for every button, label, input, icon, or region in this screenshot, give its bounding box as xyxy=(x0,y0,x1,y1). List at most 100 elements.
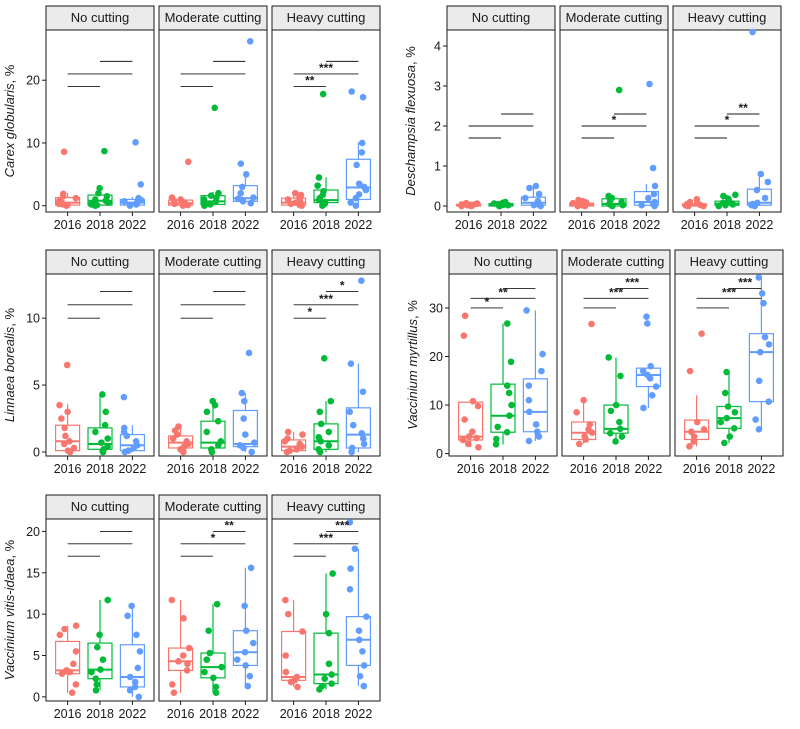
x-tick-label: 2016 xyxy=(570,462,598,476)
data-point xyxy=(72,681,80,688)
data-point xyxy=(168,194,176,201)
data-point xyxy=(208,446,215,453)
data-point xyxy=(508,401,515,409)
data-point xyxy=(101,421,109,429)
data-point xyxy=(241,431,249,438)
data-point xyxy=(348,88,356,95)
data-point xyxy=(358,149,366,156)
data-point xyxy=(315,446,322,453)
data-point xyxy=(501,198,509,206)
data-point xyxy=(124,612,131,620)
data-point xyxy=(210,674,217,682)
box-iqr xyxy=(748,333,775,403)
x-tick-label: 2016 xyxy=(54,462,82,476)
y-tick-label: 20 xyxy=(26,525,40,539)
data-point xyxy=(185,158,192,166)
data-point xyxy=(638,201,645,209)
facet-title: No cutting xyxy=(474,254,533,269)
box-2016 xyxy=(281,189,307,210)
box-2016 xyxy=(54,622,81,697)
y-tick-label: 10 xyxy=(429,399,443,413)
x-tick-label: 2022 xyxy=(519,218,547,232)
y-axis-label: Carex globularis, % xyxy=(2,64,17,177)
box-2022 xyxy=(232,349,258,456)
data-point xyxy=(286,447,294,454)
data-point xyxy=(612,401,620,409)
box-2016 xyxy=(54,148,81,210)
data-point xyxy=(126,201,134,209)
data-point xyxy=(755,426,763,433)
data-point xyxy=(686,442,693,450)
box-2018 xyxy=(714,191,740,210)
data-point xyxy=(525,408,533,416)
data-point xyxy=(209,397,216,405)
data-point xyxy=(175,423,182,430)
box-2016 xyxy=(168,423,194,456)
box-2022 xyxy=(746,28,773,210)
data-point xyxy=(327,397,335,405)
data-point xyxy=(212,689,220,697)
significance-label: * xyxy=(340,278,345,292)
box-2018 xyxy=(313,570,339,693)
data-point xyxy=(205,627,212,634)
data-point xyxy=(469,397,477,405)
data-point xyxy=(503,320,511,327)
data-point xyxy=(358,139,366,147)
data-point xyxy=(93,643,101,651)
x-tick-label: 2018 xyxy=(199,462,227,476)
chart-linnaea-borealis: Linnaea borealis, % 0 5 10 No cutting 2016 201… xyxy=(2,249,381,476)
box-2022 xyxy=(633,80,660,210)
data-point xyxy=(242,171,250,178)
data-point xyxy=(346,586,354,593)
box-2016 xyxy=(458,312,484,451)
data-point xyxy=(534,197,542,205)
data-point xyxy=(525,396,533,404)
x-tick-label: 2016 xyxy=(280,218,308,232)
data-point xyxy=(693,418,701,426)
box-2018 xyxy=(313,90,339,210)
box-2022 xyxy=(520,182,547,210)
data-point xyxy=(586,421,594,428)
y-axis-species: Linnaea borealis xyxy=(2,326,17,422)
data-point xyxy=(698,330,705,337)
data-point xyxy=(234,195,242,203)
data-point xyxy=(215,189,222,197)
x-tick-label: 2018 xyxy=(312,218,340,232)
data-point xyxy=(360,183,368,191)
data-point xyxy=(104,596,112,604)
data-point xyxy=(180,614,187,622)
y-axis-label: Vaccinium myrtillus, % xyxy=(405,300,420,430)
data-point xyxy=(133,631,140,639)
data-point xyxy=(761,194,769,202)
y-axis-label: Linnaea borealis, % xyxy=(2,307,17,422)
box-2016 xyxy=(456,199,482,210)
facet-title: Heavy cutting xyxy=(287,499,366,514)
x-tick-label: 2018 xyxy=(489,462,517,476)
y-tick-label: 0 xyxy=(33,690,40,704)
data-point xyxy=(120,393,128,401)
data-point xyxy=(185,644,193,652)
x-tick-label: 2016 xyxy=(455,218,483,232)
box-iqr xyxy=(345,407,371,449)
box-2018 xyxy=(87,147,113,210)
data-point xyxy=(284,610,292,618)
facet-strip xyxy=(674,249,784,275)
data-point xyxy=(317,420,325,428)
data-point xyxy=(761,333,769,341)
data-point xyxy=(765,398,772,405)
x-tick-label: 2018 xyxy=(600,218,628,232)
data-point xyxy=(97,666,104,673)
data-point xyxy=(651,182,659,190)
data-point xyxy=(616,418,623,426)
data-point xyxy=(643,313,650,321)
data-point xyxy=(179,652,187,659)
x-tick-label: 2022 xyxy=(344,462,372,476)
data-point xyxy=(360,682,368,690)
data-point xyxy=(523,307,530,314)
data-point xyxy=(757,170,765,178)
data-point xyxy=(200,196,208,203)
data-point xyxy=(730,425,738,432)
data-point xyxy=(506,412,513,420)
data-point xyxy=(245,349,253,357)
data-point xyxy=(96,184,103,192)
